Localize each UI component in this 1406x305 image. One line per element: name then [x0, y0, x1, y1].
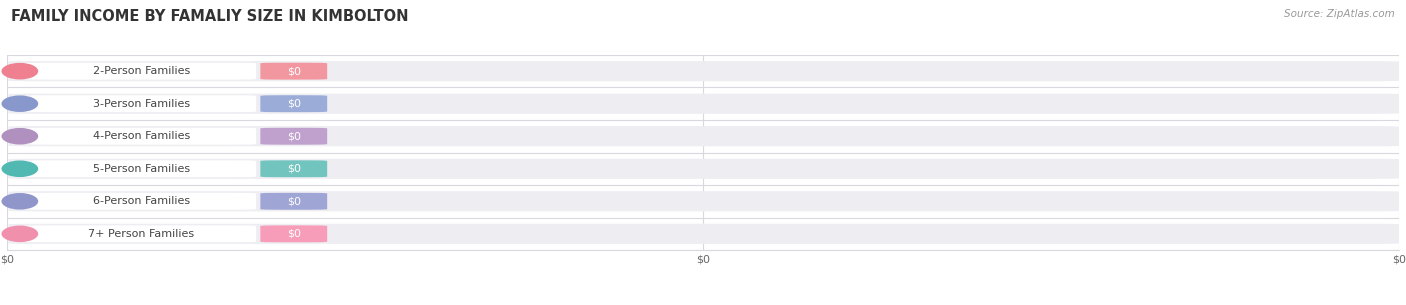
- Ellipse shape: [1, 95, 38, 112]
- Ellipse shape: [1, 160, 38, 177]
- FancyBboxPatch shape: [8, 224, 1399, 244]
- FancyBboxPatch shape: [260, 128, 328, 145]
- FancyBboxPatch shape: [27, 63, 256, 80]
- FancyBboxPatch shape: [260, 95, 328, 112]
- Text: 7+ Person Families: 7+ Person Families: [89, 229, 194, 239]
- Ellipse shape: [1, 63, 38, 79]
- FancyBboxPatch shape: [260, 193, 328, 210]
- FancyBboxPatch shape: [8, 191, 1399, 211]
- Text: $0: $0: [287, 99, 301, 109]
- Text: $0: $0: [287, 66, 301, 76]
- FancyBboxPatch shape: [27, 193, 256, 210]
- Ellipse shape: [1, 128, 38, 145]
- FancyBboxPatch shape: [27, 128, 256, 145]
- Text: $0: $0: [287, 131, 301, 141]
- FancyBboxPatch shape: [8, 94, 1399, 114]
- FancyBboxPatch shape: [8, 61, 1399, 81]
- Text: 2-Person Families: 2-Person Families: [93, 66, 190, 76]
- Text: 4-Person Families: 4-Person Families: [93, 131, 190, 141]
- Text: 3-Person Families: 3-Person Families: [93, 99, 190, 109]
- FancyBboxPatch shape: [260, 63, 328, 80]
- FancyBboxPatch shape: [260, 225, 328, 242]
- FancyBboxPatch shape: [8, 159, 1399, 179]
- FancyBboxPatch shape: [8, 126, 1399, 146]
- Ellipse shape: [1, 193, 38, 210]
- FancyBboxPatch shape: [27, 225, 256, 242]
- Ellipse shape: [1, 226, 38, 242]
- Text: FAMILY INCOME BY FAMALIY SIZE IN KIMBOLTON: FAMILY INCOME BY FAMALIY SIZE IN KIMBOLT…: [11, 9, 409, 24]
- Text: Source: ZipAtlas.com: Source: ZipAtlas.com: [1284, 9, 1395, 19]
- FancyBboxPatch shape: [27, 160, 256, 177]
- Text: $0: $0: [287, 164, 301, 174]
- FancyBboxPatch shape: [260, 160, 328, 177]
- FancyBboxPatch shape: [27, 95, 256, 112]
- Text: 5-Person Families: 5-Person Families: [93, 164, 190, 174]
- Text: $0: $0: [287, 229, 301, 239]
- Text: 6-Person Families: 6-Person Families: [93, 196, 190, 206]
- Text: $0: $0: [287, 196, 301, 206]
